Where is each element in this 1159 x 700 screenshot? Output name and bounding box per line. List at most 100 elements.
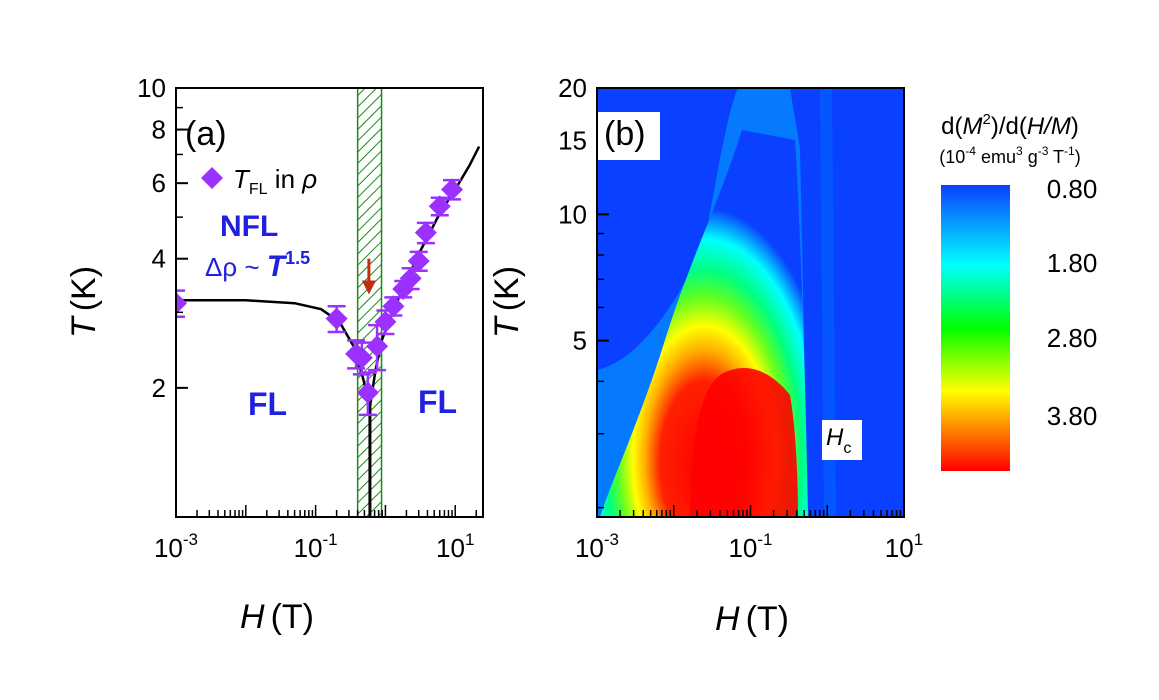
colorbar-tick-2: 2.80 xyxy=(1047,323,1098,353)
cb-units-exp1: -4 xyxy=(965,144,976,158)
panel-a-xlabel-var: H xyxy=(240,598,265,636)
colorbar-gradient xyxy=(941,185,1010,471)
panel-b-ylabel-var: T xyxy=(488,315,526,338)
panel-a-label: (a) xyxy=(185,115,227,153)
data-point-diamond-4 xyxy=(356,381,379,404)
hc-label: Hc xyxy=(826,424,851,457)
cb-title-end: ) xyxy=(1071,113,1079,140)
data-point-diamond-7 xyxy=(382,295,405,318)
hc-sub: c xyxy=(843,440,851,457)
arrow-head xyxy=(361,280,376,295)
panel-b-x-tick-exp: -1 xyxy=(757,530,772,549)
cb-title-mid: )/d( xyxy=(991,113,1027,140)
panel-b-x-tick-base: 10 xyxy=(885,533,914,563)
fl-right-label: FL xyxy=(418,384,457,420)
panel-a-x-tick-base: 10 xyxy=(294,533,323,563)
nfl-label: NFL xyxy=(220,210,278,243)
panel-a-x-axis-label: H (T) xyxy=(240,598,314,636)
cb-title-HM: H/M xyxy=(1027,113,1071,140)
panel-b-x-tick-base: 10 xyxy=(728,533,757,563)
data-point-diamond-13 xyxy=(441,178,464,201)
panel-a-x-tick-label-0: 10-3 xyxy=(154,530,198,563)
panel-a-y-tick-label-3: 8 xyxy=(152,115,166,145)
colorbar-tick-1: 1.80 xyxy=(1047,248,1098,278)
panel-a-ylabel-var: T xyxy=(65,315,103,338)
tfl-data-points xyxy=(176,178,464,417)
panel-b-xlabel-var: H xyxy=(715,600,740,638)
panel-a-y-ticks: 2 4 6 8 10 xyxy=(137,73,188,518)
legend-sub: FL xyxy=(249,181,268,198)
power-law-delta-rho: Δρ ~ xyxy=(205,252,267,282)
panel-a-x-tick-label-1: 10-1 xyxy=(294,530,338,563)
data-point-diamond-0 xyxy=(176,292,187,315)
data-point-diamond-9 xyxy=(399,267,422,290)
panel-a-x-tick-exp: 1 xyxy=(465,530,474,549)
panel-b-xlabel-unit: (T) xyxy=(746,600,789,638)
data-point-diamond-3 xyxy=(350,346,373,369)
cb-units-g: g xyxy=(1023,147,1038,167)
panel-a-y-tick-label-2: 6 xyxy=(152,168,166,198)
legend-var: T xyxy=(233,164,251,194)
cb-units-exp3: -3 xyxy=(1038,144,1049,158)
panel-b-y-tick-label-0: 5 xyxy=(573,326,587,356)
heatmap-core-high xyxy=(690,367,798,517)
panel-a-x-tick-exp: -3 xyxy=(183,530,198,549)
legend-label: TFL in ρ xyxy=(233,164,317,198)
panel-a-x-tick-label-2: 101 xyxy=(436,530,474,563)
panel-b-y-tick-label-3: 20 xyxy=(558,73,587,103)
data-point-diamond-11 xyxy=(414,221,437,244)
panel-b-x-ticks: 10-3 10-1 101 xyxy=(575,505,923,563)
cb-units-exp2: 3 xyxy=(1016,144,1023,158)
data-point-diamond-10 xyxy=(407,250,430,273)
hc-var: H xyxy=(826,424,844,451)
colorbar: d(M2)/d(H/M) (10-4 emu3 g-3 T-1) 0.80 1.… xyxy=(939,111,1097,471)
panel-a-frame xyxy=(175,87,484,518)
panel-a-plot-area xyxy=(176,88,481,517)
legend: TFL in ρ xyxy=(201,164,317,198)
colorbar-title: d(M2)/d(H/M) xyxy=(941,111,1079,140)
heatmap-boundary-streak xyxy=(820,88,836,517)
panel-b-x-tick-label-1: 10-1 xyxy=(728,530,772,563)
panel-a-y-axis-label: T (K) xyxy=(65,266,103,338)
panel-a-y-tick-label-1: 4 xyxy=(152,244,166,274)
panel-b-x-tick-label-0: 10-3 xyxy=(575,530,619,563)
hc-label-box xyxy=(822,420,862,460)
colorbar-units: (10-4 emu3 g-3 T-1) xyxy=(939,144,1080,167)
panel-b-x-tick-exp: -3 xyxy=(604,530,619,549)
data-point-diamond-5 xyxy=(366,335,389,358)
legend-rho: ρ xyxy=(301,164,317,194)
cb-title-pre: d( xyxy=(941,113,962,140)
cb-title-sup: 2 xyxy=(983,111,991,128)
panel-a-x-ticks: 10-3 10-1 101 xyxy=(154,505,477,563)
panel-b-y-ticks: 5 10 15 20 xyxy=(558,73,609,509)
panel-a-x-tick-exp: -1 xyxy=(323,530,338,549)
panel-a-x-tick-base: 10 xyxy=(436,533,465,563)
hatched-critical-band xyxy=(356,88,383,517)
fl-left-label: FL xyxy=(248,386,287,422)
colorbar-tick-3: 3.80 xyxy=(1047,401,1098,431)
panel-b-y-tick-label-2: 15 xyxy=(558,125,587,155)
power-law-label: Δρ ~ T1.5 xyxy=(205,248,310,283)
panel-a-ylabel-unit: (K) xyxy=(65,266,103,311)
red-down-arrow xyxy=(361,258,376,295)
colorbar-tick-0: 0.80 xyxy=(1047,174,1098,204)
panel-b-label: (b) xyxy=(604,115,646,153)
panel-b-ylabel-unit: (K) xyxy=(488,266,526,311)
panel-b-y-tick-label-1: 10 xyxy=(558,199,587,229)
data-point-diamond-1 xyxy=(325,307,348,330)
cb-units-exp4: -1 xyxy=(1064,144,1075,158)
panel-a-x-tick-base: 10 xyxy=(154,533,183,563)
cb-units-end: ) xyxy=(1075,147,1081,167)
legend-diamond-marker xyxy=(201,167,223,189)
panel-b-x-tick-label-2: 101 xyxy=(885,530,923,563)
cb-units-mid: emu xyxy=(976,147,1016,167)
power-law-exponent: 1.5 xyxy=(285,248,310,268)
cb-units-pre: (10 xyxy=(939,147,965,167)
panel-a-y-tick-label-4: 10 xyxy=(137,73,166,103)
panel-b-x-axis-label: H (T) xyxy=(715,600,789,638)
panel-b-y-axis-label: T (K) xyxy=(488,266,526,338)
